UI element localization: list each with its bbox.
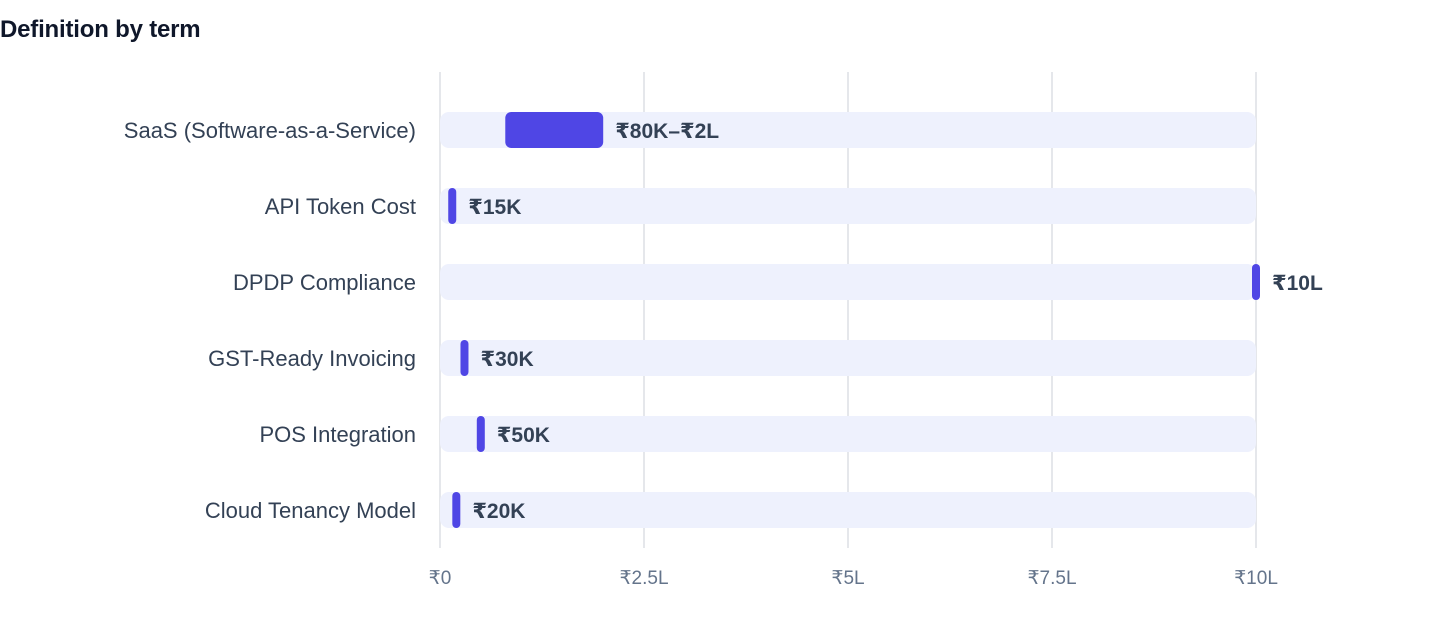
x-tick-label: ₹10L — [1234, 568, 1278, 589]
data-label: ₹80K–₹2L — [615, 120, 719, 143]
category-label: DPDP Compliance — [233, 270, 416, 295]
category-label: SaaS (Software-as-a-Service) — [124, 118, 416, 143]
range-bar — [460, 340, 469, 376]
bar-track — [440, 264, 1256, 300]
data-label: ₹20K — [472, 500, 525, 523]
data-label: ₹50K — [497, 424, 550, 447]
range-bar — [448, 188, 457, 224]
bar-track — [440, 340, 1256, 376]
category-label: GST-Ready Invoicing — [208, 346, 416, 371]
gridlines — [439, 72, 1257, 548]
data-label: ₹30K — [480, 348, 533, 371]
category-label: API Token Cost — [265, 194, 416, 219]
category-label: POS Integration — [259, 422, 416, 447]
data-label: ₹15K — [468, 196, 521, 219]
range-bars — [448, 112, 1260, 528]
bar-track — [440, 492, 1256, 528]
category-label: Cloud Tenancy Model — [205, 498, 416, 523]
x-tick-label: ₹2.5L — [619, 568, 668, 589]
x-tick-label: ₹5L — [831, 568, 864, 589]
data-label: ₹10L — [1272, 272, 1323, 295]
x-tick-label: ₹7.5L — [1027, 568, 1076, 589]
data-labels: ₹80K–₹2L ₹15K ₹10L ₹30K ₹50K ₹20K — [468, 120, 1323, 523]
range-bar — [1252, 264, 1260, 300]
chart-title: Definition by term — [0, 16, 201, 43]
bar-track — [440, 188, 1256, 224]
range-bar — [476, 416, 485, 452]
range-bar — [452, 492, 461, 528]
x-axis-tick-labels: ₹0 ₹2.5L ₹5L ₹7.5L ₹10L — [429, 568, 1278, 589]
bar-tracks — [440, 112, 1256, 528]
bar-track — [440, 112, 1256, 148]
category-labels: SaaS (Software-as-a-Service) API Token Co… — [124, 118, 416, 523]
x-tick-label: ₹0 — [429, 568, 452, 589]
range-bar — [505, 112, 604, 148]
bar-track — [440, 416, 1256, 452]
